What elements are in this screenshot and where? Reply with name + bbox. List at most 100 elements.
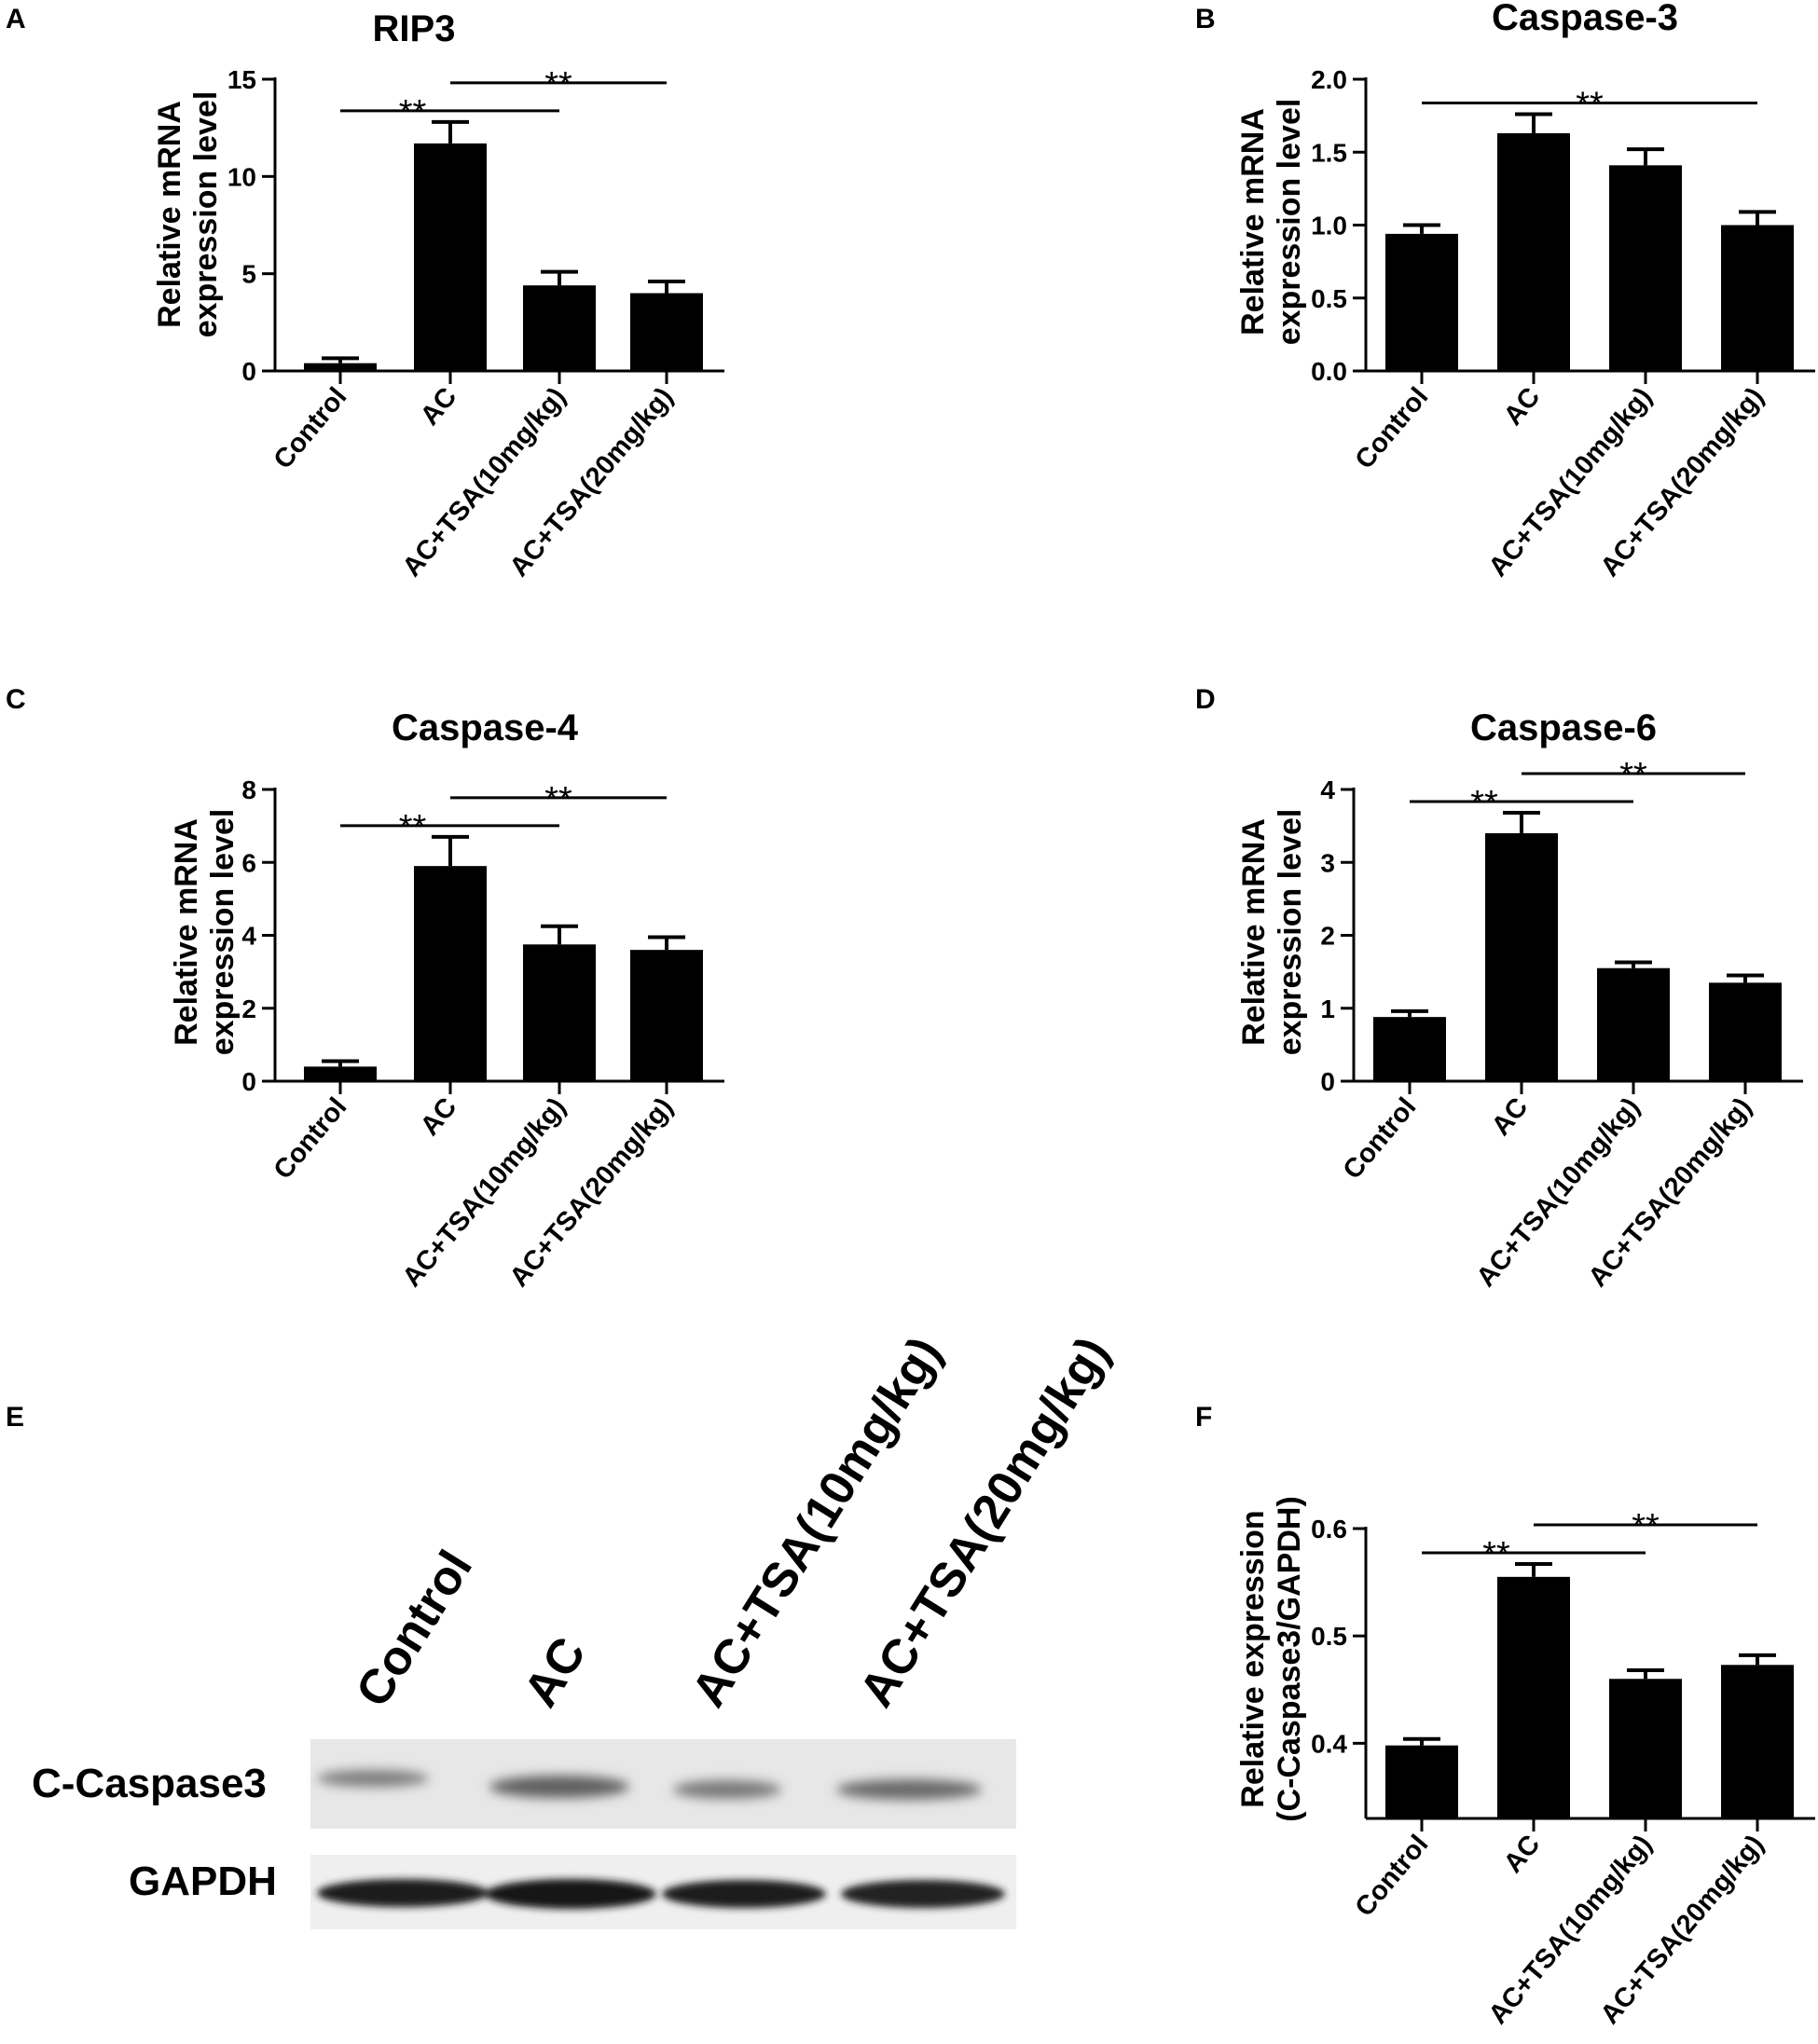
significance-label-f-1: **	[1632, 1507, 1660, 1546]
panel-letter-a: A	[6, 4, 26, 34]
bar-d-control	[1373, 1017, 1446, 1081]
y-tick-label-b-0: 0.0	[1311, 357, 1347, 386]
bar-b-control	[1385, 233, 1458, 371]
bar-a-control	[304, 363, 377, 371]
bar-a-ac-tsa-20	[630, 293, 703, 371]
bar-c-ac-tsa-20	[630, 950, 703, 1081]
bar-c-ac	[414, 866, 487, 1081]
bar-b-ac-tsa-10	[1609, 165, 1682, 371]
significance-label-d-1: **	[1619, 756, 1647, 795]
panel-b: B Caspase-3 Relative mRNA expression lev…	[1195, 0, 1815, 583]
bar-a-ac	[414, 143, 487, 371]
blot-lane-label-control: Control	[346, 1542, 483, 1716]
panel-a: A RIP3 Relative mRNA expression level 0 5…	[6, 4, 724, 583]
bar-f-ac	[1497, 1576, 1570, 1818]
y-tick-label-a-1: 5	[241, 260, 256, 289]
panel-letter-e: E	[6, 1402, 24, 1433]
bar-f-ac-tsa-10	[1609, 1679, 1682, 1818]
y-axis-label-d-line1: Relative mRNA	[1236, 818, 1272, 1046]
bar-d-ac	[1485, 832, 1558, 1081]
panel-letter-f: F	[1195, 1402, 1212, 1433]
x-tick-label-b-ac: AC	[1498, 382, 1546, 432]
significance-label-c-1: **	[544, 780, 572, 819]
y-tick-label-b-2: 1.0	[1311, 212, 1347, 240]
panel-letter-b: B	[1195, 4, 1216, 34]
blot-band-gapdh-ac-tsa-20	[841, 1880, 1005, 1908]
x-tick-label-d-ac: AC	[1486, 1092, 1534, 1142]
blot-band-c-caspase3-ac-tsa-10	[673, 1780, 781, 1799]
y-tick-label-b-4: 2.0	[1311, 65, 1347, 94]
x-tick-label-a-control: Control	[269, 382, 353, 475]
blot-row-label-gapdh: GAPDH	[129, 1859, 277, 1904]
bar-d-ac-tsa-10	[1597, 967, 1670, 1081]
y-tick-label-a-0: 0	[241, 357, 256, 386]
bar-c-control	[304, 1066, 377, 1081]
y-tick-label-a-2: 10	[227, 162, 256, 191]
y-tick-label-d-1: 1	[1320, 995, 1335, 1023]
chart-title-d: Caspase-6	[1470, 707, 1657, 748]
y-axis-label-b-line1: Relative mRNA	[1235, 108, 1271, 336]
significance-label-a-0: **	[399, 93, 427, 132]
x-tick-label-c-control: Control	[269, 1092, 353, 1186]
blot-band-c-caspase3-ac-tsa-20	[836, 1779, 982, 1800]
y-tick-label-c-0: 0	[241, 1067, 256, 1096]
panel-letter-c: C	[6, 684, 26, 715]
y-tick-label-d-4: 4	[1320, 775, 1335, 804]
chart-title-c: Caspase-4	[392, 707, 579, 748]
panel-f: F Relative expression (C-Caspase3/GAPDH)…	[1195, 1402, 1815, 2030]
y-tick-label-d-2: 2	[1320, 922, 1335, 951]
y-axis-label-f-line2: (C-Caspase3/GAPDH)	[1272, 1496, 1307, 1822]
y-axis-label-a-line1: Relative mRNA	[152, 101, 187, 328]
x-tick-label-d-control: Control	[1338, 1092, 1423, 1186]
significance-label-b-0: **	[1576, 86, 1604, 125]
y-axis-label-c-line2: expression level	[205, 809, 241, 1056]
panel-letter-d: D	[1195, 684, 1216, 715]
y-tick-label-c-3: 6	[241, 848, 256, 877]
y-axis-label-c-line1: Relative mRNA	[169, 818, 204, 1046]
significance-label-a-1: **	[544, 65, 572, 104]
x-tick-label-f-ac: AC	[1498, 1830, 1546, 1879]
chart-title-b: Caspase-3	[1492, 0, 1678, 38]
blot-band-gapdh-ac	[485, 1879, 656, 1909]
bar-f-ac-tsa-20	[1721, 1665, 1794, 1818]
bar-f-control	[1385, 1745, 1458, 1818]
significance-label-d-0: **	[1470, 784, 1498, 823]
y-axis-label-d-line2: expression level	[1273, 809, 1308, 1056]
blot-row-label-c-caspase3: C-Caspase3	[32, 1761, 267, 1806]
y-tick-label-b-3: 1.5	[1311, 138, 1347, 167]
panel-c: C Caspase-4 Relative mRNA expression lev…	[6, 684, 724, 1293]
bar-c-ac-tsa-10	[523, 944, 596, 1081]
blot-band-gapdh-control	[317, 1879, 489, 1907]
y-tick-label-b-1: 0.5	[1311, 284, 1347, 313]
y-axis-label-a-line2: expression level	[188, 91, 224, 338]
x-tick-label-c-ac: AC	[415, 1092, 462, 1142]
blot-lane-label-ac: AC	[514, 1628, 597, 1716]
y-axis-label-f-line1: Relative expression	[1235, 1510, 1271, 1807]
chart-title-a: RIP3	[373, 8, 456, 49]
x-tick-label-b-control: Control	[1350, 382, 1435, 475]
blot-band-gapdh-ac-tsa-10	[662, 1880, 826, 1908]
panel-d: D Caspase-6 Relative mRNA expression lev…	[1195, 684, 1803, 1293]
y-tick-label-c-1: 2	[241, 995, 256, 1023]
y-tick-label-d-0: 0	[1320, 1067, 1335, 1096]
significance-label-c-0: **	[399, 808, 427, 847]
bar-a-ac-tsa-10	[523, 285, 596, 371]
bar-b-ac	[1497, 132, 1570, 371]
y-tick-label-d-3: 3	[1320, 848, 1335, 877]
significance-label-f-0: **	[1482, 1535, 1510, 1574]
x-tick-label-a-ac: AC	[415, 382, 462, 432]
y-tick-label-f-0: 0.4	[1311, 1729, 1347, 1758]
y-tick-label-c-4: 8	[241, 775, 256, 804]
y-tick-label-f-2: 0.6	[1311, 1515, 1347, 1543]
y-tick-label-a-3: 15	[227, 65, 256, 94]
y-tick-label-c-2: 4	[241, 922, 256, 951]
blot-band-c-caspase3-ac	[489, 1776, 629, 1798]
bar-d-ac-tsa-20	[1709, 982, 1782, 1081]
y-tick-label-f-1: 0.5	[1311, 1622, 1347, 1651]
bar-b-ac-tsa-20	[1721, 225, 1794, 371]
blot-band-c-caspase3-control	[317, 1770, 429, 1787]
y-axis-label-b-line2: expression level	[1272, 99, 1307, 346]
x-tick-label-f-control: Control	[1350, 1830, 1435, 1923]
panel-e-western-blot: E Control AC AC+TSA(10mg/kg) AC+TSA(20mg…	[6, 1328, 1120, 1929]
